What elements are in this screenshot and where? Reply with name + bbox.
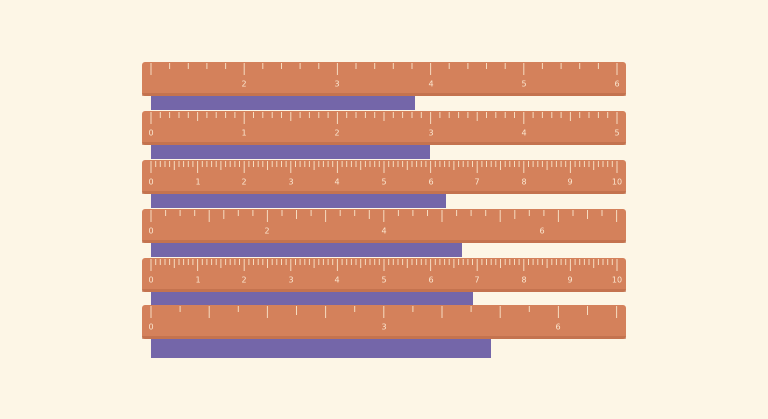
ticks — [150, 161, 618, 173]
bar — [151, 339, 491, 358]
ruler-body — [142, 62, 626, 96]
tick-label: 4 — [381, 227, 386, 236]
tick-label: 4 — [334, 178, 339, 187]
tick-label: 10 — [612, 178, 622, 187]
ruler-body — [142, 305, 626, 339]
bar — [151, 194, 446, 208]
tick-label: 4 — [521, 129, 526, 138]
ruler: 0 1 2 3 4 5 — [142, 111, 626, 145]
tick-label: 1 — [195, 178, 200, 187]
bar — [151, 145, 430, 159]
tick-label: 3 — [428, 129, 433, 138]
tick-label: 7 — [474, 178, 479, 187]
ruler: 0 3 6 — [142, 305, 626, 339]
ticks — [150, 63, 618, 75]
tick-label: 0 — [148, 276, 153, 285]
tick-label: 2 — [241, 80, 246, 89]
tick-label: 5 — [381, 276, 386, 285]
tick-label: 1 — [195, 276, 200, 285]
tick-label: 6 — [614, 80, 619, 89]
ruler: 0 1 2 3 4 5 6 7 8 9 10 — [142, 258, 626, 292]
ticks — [150, 259, 618, 271]
ruler-shadow — [142, 142, 626, 145]
ruler: 0 1 2 3 4 5 6 7 8 9 10 — [142, 160, 626, 194]
tick-label: 2 — [241, 178, 246, 187]
ruler-shadow — [142, 240, 626, 243]
tick-label: 0 — [148, 227, 153, 236]
tick-label: 2 — [264, 227, 269, 236]
tick-label: 0 — [148, 178, 153, 187]
tick-label: 0 — [148, 323, 153, 332]
tick-label: 3 — [381, 323, 386, 332]
bar — [151, 243, 462, 257]
bar — [151, 96, 415, 110]
tick-label: 3 — [288, 178, 293, 187]
tick-label: 2 — [334, 129, 339, 138]
ruler: 2 3 4 5 6 — [142, 62, 626, 96]
tick-label: 9 — [567, 178, 572, 187]
tick-label: 7 — [474, 276, 479, 285]
ticks — [150, 306, 618, 318]
ruler-shadow — [142, 289, 626, 292]
tick-label: 6 — [539, 227, 544, 236]
tick-label: 5 — [614, 129, 619, 138]
tick-label: 6 — [428, 276, 433, 285]
tick-label: 8 — [521, 276, 526, 285]
tick-label: 8 — [521, 178, 526, 187]
tick-label: 3 — [334, 80, 339, 89]
tick-label: 3 — [288, 276, 293, 285]
ruler-shadow — [142, 93, 626, 96]
tick-label: 9 — [567, 276, 572, 285]
ticks — [150, 210, 618, 222]
ruler-shadow — [142, 191, 626, 194]
ruler-body — [142, 258, 626, 292]
bars — [151, 96, 491, 358]
tick-label: 6 — [428, 178, 433, 187]
tick-label: 6 — [555, 323, 560, 332]
tick-label: 4 — [334, 276, 339, 285]
tick-label: 1 — [241, 129, 246, 138]
ruler-body — [142, 209, 626, 243]
bar — [151, 292, 473, 306]
ruler-shadow — [142, 336, 626, 339]
tick-label: 5 — [381, 178, 386, 187]
ruler: 0 2 4 6 — [142, 209, 626, 243]
tick-label: 0 — [148, 129, 153, 138]
rulers: 2 3 4 5 60 1 2 3 4 50 1 2 3 4 5 6 7 8 9 100 2 4 60 1 2 3 4 5 6 7 8 9 100… — [142, 62, 626, 339]
tick-label: 10 — [612, 276, 622, 285]
ruler-body — [142, 160, 626, 194]
tick-label: 4 — [428, 80, 433, 89]
tick-label: 5 — [521, 80, 526, 89]
ruler-body — [142, 111, 626, 145]
tick-label: 2 — [241, 276, 246, 285]
ticks — [150, 112, 618, 124]
